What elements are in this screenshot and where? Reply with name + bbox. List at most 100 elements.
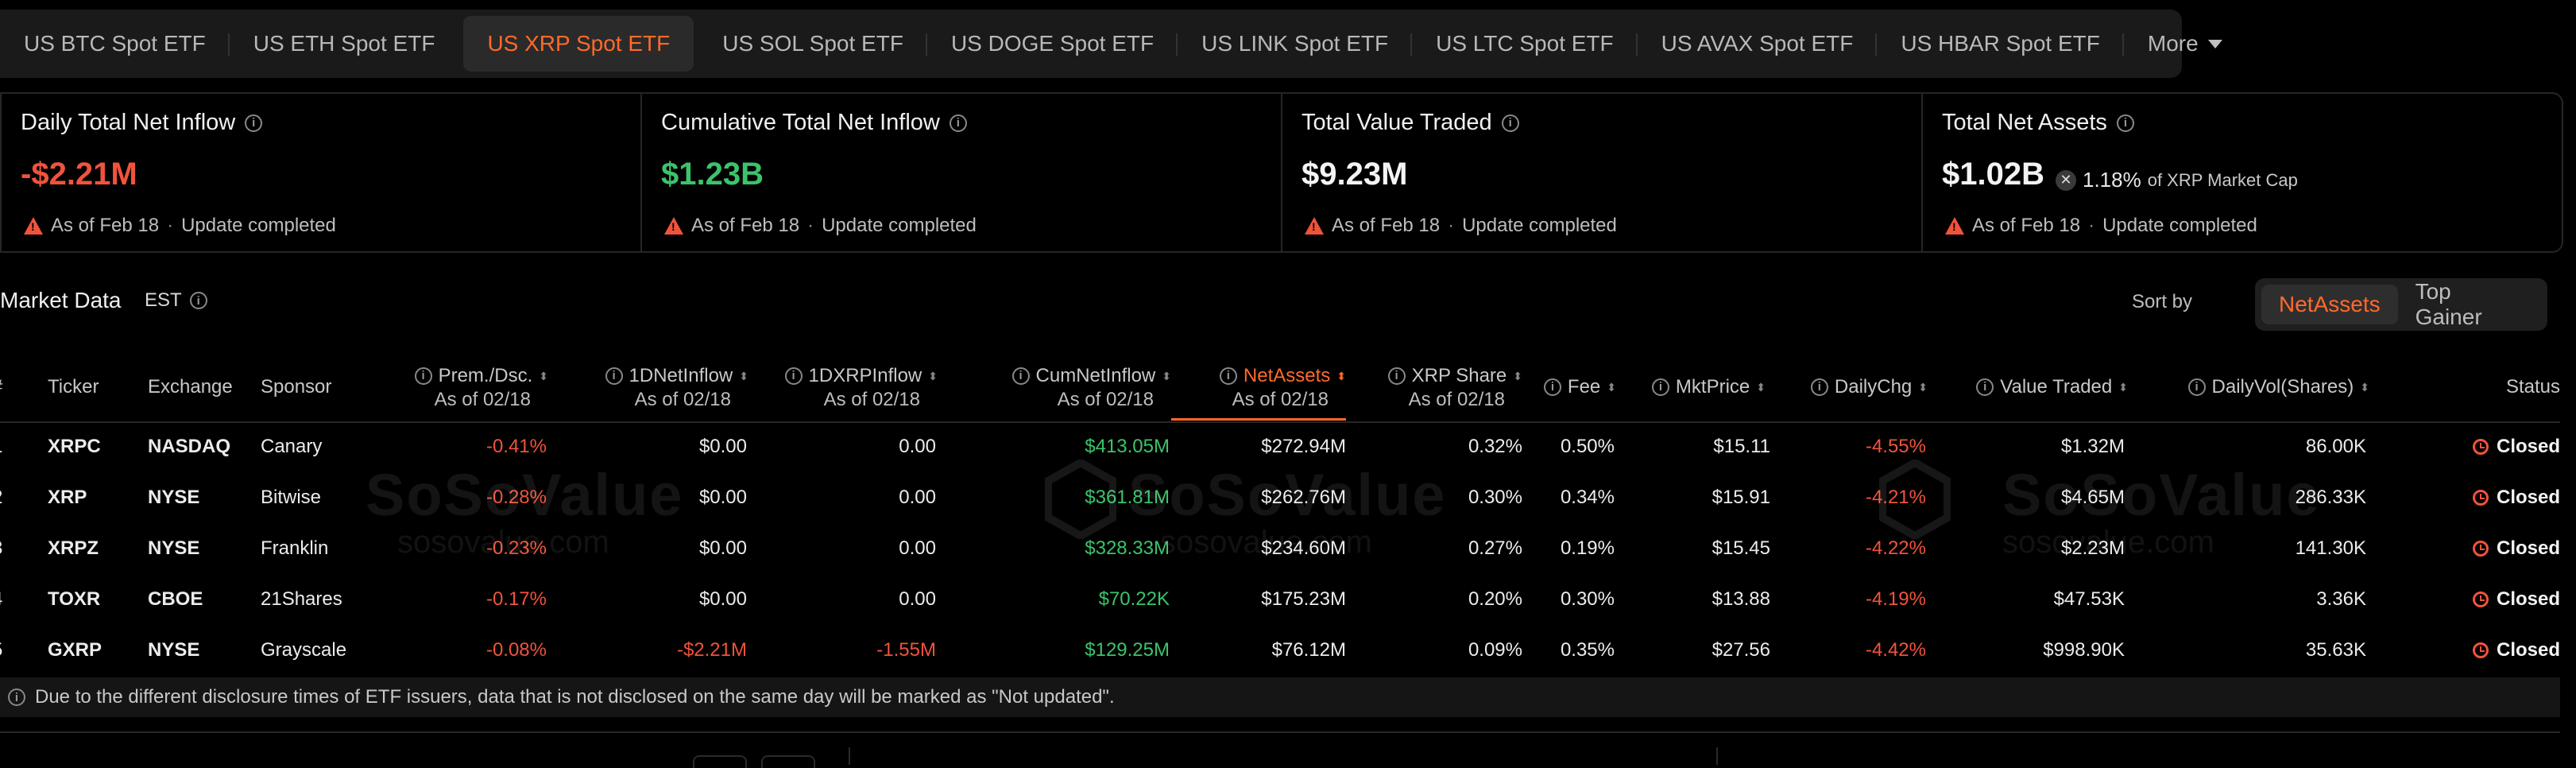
- col-xrp-inflow-sub: As of 02/18: [823, 389, 920, 410]
- cell-fee: 0.34%: [1560, 487, 1615, 508]
- sort-icon[interactable]: ⬍: [928, 370, 938, 382]
- card-title-text: Daily Total Net Inflow: [21, 110, 236, 135]
- chevron-down-icon: [2207, 39, 2222, 48]
- table-row[interactable]: 5 GXRP NYSE Grayscale -0.08% -$2.21M -1.55M $12…: [0, 626, 2560, 677]
- cell-net-inflow: $0.00: [698, 436, 747, 457]
- info-icon[interactable]: i: [949, 114, 967, 132]
- daily-net-inflow-value: -$2.21M: [21, 157, 137, 192]
- tab-sol[interactable]: US SOL Spot ETF: [698, 16, 927, 72]
- clock-icon: [2472, 642, 2489, 658]
- info-icon[interactable]: i: [245, 114, 263, 132]
- info-icon[interactable]: i: [605, 367, 623, 385]
- cell-xrp-inflow: 0.00: [899, 436, 936, 457]
- sort-icon[interactable]: ⬍: [1918, 381, 1928, 394]
- col-net-inflow-sub: As of 02/18: [634, 389, 731, 410]
- cumulative-net-inflow-value: $1.23B: [661, 157, 764, 192]
- info-icon[interactable]: i: [1543, 378, 1561, 396]
- col-premium[interactable]: i Prem./Dsc. ⬍ As of 02/18: [414, 364, 548, 412]
- col-cum-inflow[interactable]: i CumNetInflow ⬍ As of 02/18: [1011, 364, 1171, 412]
- card-status: As of Feb 18 · Update completed: [664, 215, 977, 237]
- sort-icon[interactable]: ⬍: [2118, 381, 2128, 394]
- cell-sponsor: Grayscale: [261, 639, 347, 661]
- table-row[interactable]: 4 TOXR CBOE 21Shares -0.17% $0.00 0.00 $70.22K $…: [0, 576, 2560, 626]
- sort-icon[interactable]: ⬍: [1513, 370, 1522, 382]
- table-row[interactable]: 1 XRPC NASDAQ Canary -0.41% $0.00 0.00 $413.05M…: [0, 423, 2560, 474]
- status-date: As of Feb 18: [1332, 215, 1441, 236]
- info-icon[interactable]: i: [784, 367, 803, 385]
- sort-icon[interactable]: ⬍: [1756, 381, 1766, 394]
- market-cap-share: ✕ 1.18% of XRP Market Cap: [2055, 168, 2298, 192]
- clock-icon: [2472, 592, 2489, 607]
- col-xrp-share[interactable]: i XRP Share ⬍ As of 02/18: [1387, 364, 1522, 412]
- sort-icon[interactable]: ⬍: [2360, 381, 2369, 394]
- tab-link[interactable]: US LINK Spot ETF: [1178, 16, 1413, 72]
- cell-index: 2: [0, 487, 2, 509]
- cell-net-inflow: $0.00: [698, 487, 747, 508]
- cell-ticker: XRPC: [48, 436, 101, 457]
- card-value: -$2.21M: [21, 157, 621, 192]
- tab-eth[interactable]: US ETH Spot ETF: [253, 31, 435, 56]
- cell-cum-inflow: $413.05M: [1085, 436, 1170, 457]
- tab-hbar[interactable]: US HBAR Spot ETF: [1877, 16, 2124, 72]
- col-fee-label: Fee: [1567, 376, 1601, 398]
- info-icon[interactable]: i: [189, 292, 207, 309]
- info-icon[interactable]: i: [2116, 114, 2134, 132]
- total-value-traded-value: $9.23M: [1302, 157, 1408, 192]
- sort-icon[interactable]: ⬍: [1607, 381, 1616, 394]
- cell-fee: 0.30%: [1560, 588, 1615, 610]
- cell-xrp-share: 0.32%: [1468, 436, 1522, 457]
- cell-exchange: NYSE: [148, 537, 200, 559]
- cell-daily-chg: -4.55%: [1865, 436, 1926, 457]
- sort-icon[interactable]: ⬍: [539, 370, 548, 382]
- cell-xrp-share: 0.27%: [1468, 537, 1522, 559]
- cell-premium: -0.41%: [485, 436, 547, 457]
- col-daily-chg[interactable]: i DailyChg ⬍: [1810, 375, 1928, 399]
- divider: [849, 747, 850, 765]
- tab-more[interactable]: More: [2124, 16, 2246, 72]
- tab-ltc[interactable]: US LTC Spot ETF: [1412, 16, 1638, 72]
- col-sponsor: Sponsor: [261, 376, 332, 398]
- info-icon[interactable]: i: [414, 367, 432, 385]
- sort-icon[interactable]: ⬍: [1162, 370, 1171, 382]
- col-value-traded[interactable]: i Value Traded ⬍: [1976, 375, 2128, 399]
- cell-fee: 0.19%: [1560, 537, 1615, 559]
- info-icon[interactable]: i: [2187, 378, 2206, 396]
- info-icon[interactable]: i: [1810, 378, 1828, 396]
- col-fee[interactable]: i Fee ⬍: [1543, 375, 1616, 399]
- info-icon[interactable]: i: [1501, 114, 1519, 132]
- col-net-assets[interactable]: i NetAssets ⬍ As of 02/18: [1219, 364, 1346, 412]
- warning-icon: [1945, 217, 1964, 235]
- table-row[interactable]: 3 XRPZ NYSE Franklin -0.23% $0.00 0.00 $328.33M…: [0, 525, 2560, 576]
- col-xrp-inflow[interactable]: i 1DXRPInflow ⬍ As of 02/18: [784, 364, 938, 412]
- card-title: Daily Total Net Inflow i: [21, 110, 621, 136]
- sort-top-gainer-button[interactable]: Top Gainer: [2415, 279, 2482, 329]
- tab-doge[interactable]: US DOGE Spot ETF: [927, 16, 1178, 72]
- cell-daily-vol: 86.00K: [2305, 436, 2366, 457]
- col-mkt-price[interactable]: i MktPrice ⬍: [1651, 375, 1766, 399]
- info-icon[interactable]: i: [1387, 367, 1406, 385]
- sort-icon[interactable]: ⬍: [739, 370, 748, 382]
- tab-xrp[interactable]: US XRP Spot ETF: [463, 16, 694, 72]
- col-net-inflow[interactable]: i 1DNetInflow ⬍ As of 02/18: [605, 364, 748, 412]
- sort-icon[interactable]: ⬍: [1336, 370, 1346, 382]
- tab-avax[interactable]: US AVAX Spot ETF: [1638, 16, 1878, 72]
- sort-netassets-button[interactable]: NetAssets: [2261, 285, 2398, 324]
- info-icon[interactable]: i: [1976, 378, 1994, 396]
- tab-btc[interactable]: US BTC Spot ETF: [0, 16, 230, 72]
- cell-value-traded: $1.32M: [2060, 436, 2125, 457]
- info-icon[interactable]: i: [1011, 367, 1030, 385]
- summary-cards: Daily Total Net Inflow i -$2.21M As of F…: [0, 92, 2563, 253]
- info-icon[interactable]: i: [1219, 367, 1237, 385]
- status-label: Closed: [2496, 436, 2560, 457]
- cell-status: Closed: [2472, 537, 2560, 560]
- cell-xrp-inflow: 0.00: [899, 588, 936, 610]
- cell-daily-vol: 35.63K: [2305, 639, 2366, 661]
- col-daily-vol[interactable]: i DailyVol(Shares) ⬍: [2187, 375, 2369, 399]
- table-row[interactable]: 2 XRP NYSE Bitwise -0.28% $0.00 0.00 $361.81M $2…: [0, 474, 2560, 525]
- cell-xrp-inflow: -1.55M: [876, 639, 936, 661]
- cell-sponsor: Canary: [261, 436, 323, 457]
- status-text: Update completed: [2102, 215, 2257, 236]
- card-status: As of Feb 18 · Update completed: [1945, 215, 2257, 237]
- status-text: Update completed: [181, 215, 336, 236]
- info-icon[interactable]: i: [1651, 378, 1669, 396]
